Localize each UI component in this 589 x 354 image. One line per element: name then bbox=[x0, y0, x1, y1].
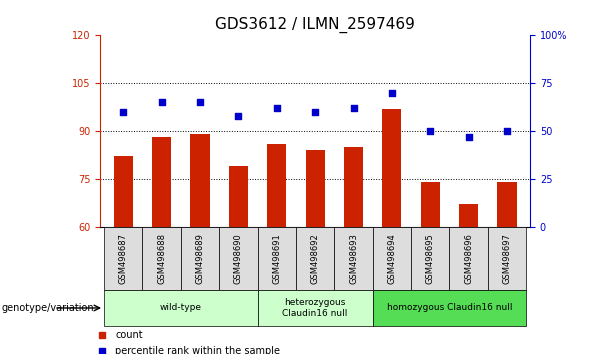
Text: GSM498696: GSM498696 bbox=[464, 233, 473, 284]
Bar bbox=[498, 182, 517, 227]
Bar bbox=[421, 182, 440, 227]
Text: GSM498689: GSM498689 bbox=[196, 233, 204, 284]
Bar bbox=[306, 150, 325, 227]
Bar bbox=[143, 227, 181, 290]
Text: GSM498690: GSM498690 bbox=[234, 233, 243, 284]
Bar bbox=[219, 227, 257, 290]
Text: wild-type: wild-type bbox=[160, 303, 202, 313]
Title: GDS3612 / ILMN_2597469: GDS3612 / ILMN_2597469 bbox=[215, 16, 415, 33]
Point bbox=[118, 109, 128, 115]
Text: count: count bbox=[115, 330, 143, 340]
Bar bbox=[449, 227, 488, 290]
Bar bbox=[114, 156, 133, 227]
Bar bbox=[296, 227, 335, 290]
Bar bbox=[411, 227, 449, 290]
Bar bbox=[459, 204, 478, 227]
Text: genotype/variation: genotype/variation bbox=[2, 303, 94, 313]
Point bbox=[272, 105, 282, 111]
Bar bbox=[344, 147, 363, 227]
Point bbox=[464, 134, 474, 139]
Point bbox=[195, 99, 204, 105]
Bar bbox=[382, 109, 402, 227]
Point bbox=[387, 90, 396, 96]
Text: GSM498688: GSM498688 bbox=[157, 233, 166, 284]
Bar bbox=[181, 227, 219, 290]
Text: GSM498694: GSM498694 bbox=[388, 233, 396, 284]
Bar bbox=[373, 227, 411, 290]
Bar bbox=[104, 227, 143, 290]
Text: GSM498693: GSM498693 bbox=[349, 233, 358, 284]
Text: GSM498687: GSM498687 bbox=[118, 233, 128, 284]
Point bbox=[157, 99, 166, 105]
Bar bbox=[373, 290, 526, 326]
Bar bbox=[152, 137, 171, 227]
Bar bbox=[229, 166, 248, 227]
Bar bbox=[104, 290, 257, 326]
Bar bbox=[257, 290, 373, 326]
Text: GSM498691: GSM498691 bbox=[272, 233, 281, 284]
Text: GSM498692: GSM498692 bbox=[310, 233, 320, 284]
Text: GSM498697: GSM498697 bbox=[502, 233, 512, 284]
Point bbox=[234, 113, 243, 119]
Bar bbox=[335, 227, 373, 290]
Point bbox=[349, 105, 358, 111]
Point bbox=[502, 128, 512, 134]
Bar bbox=[267, 144, 286, 227]
Text: GSM498695: GSM498695 bbox=[426, 233, 435, 284]
Point bbox=[310, 109, 320, 115]
Bar bbox=[257, 227, 296, 290]
Bar bbox=[190, 134, 210, 227]
Text: percentile rank within the sample: percentile rank within the sample bbox=[115, 346, 280, 354]
Point bbox=[426, 128, 435, 134]
Text: homozygous Claudin16 null: homozygous Claudin16 null bbox=[387, 303, 512, 313]
Text: heterozygous
Claudin16 null: heterozygous Claudin16 null bbox=[283, 298, 348, 318]
Bar bbox=[488, 227, 526, 290]
